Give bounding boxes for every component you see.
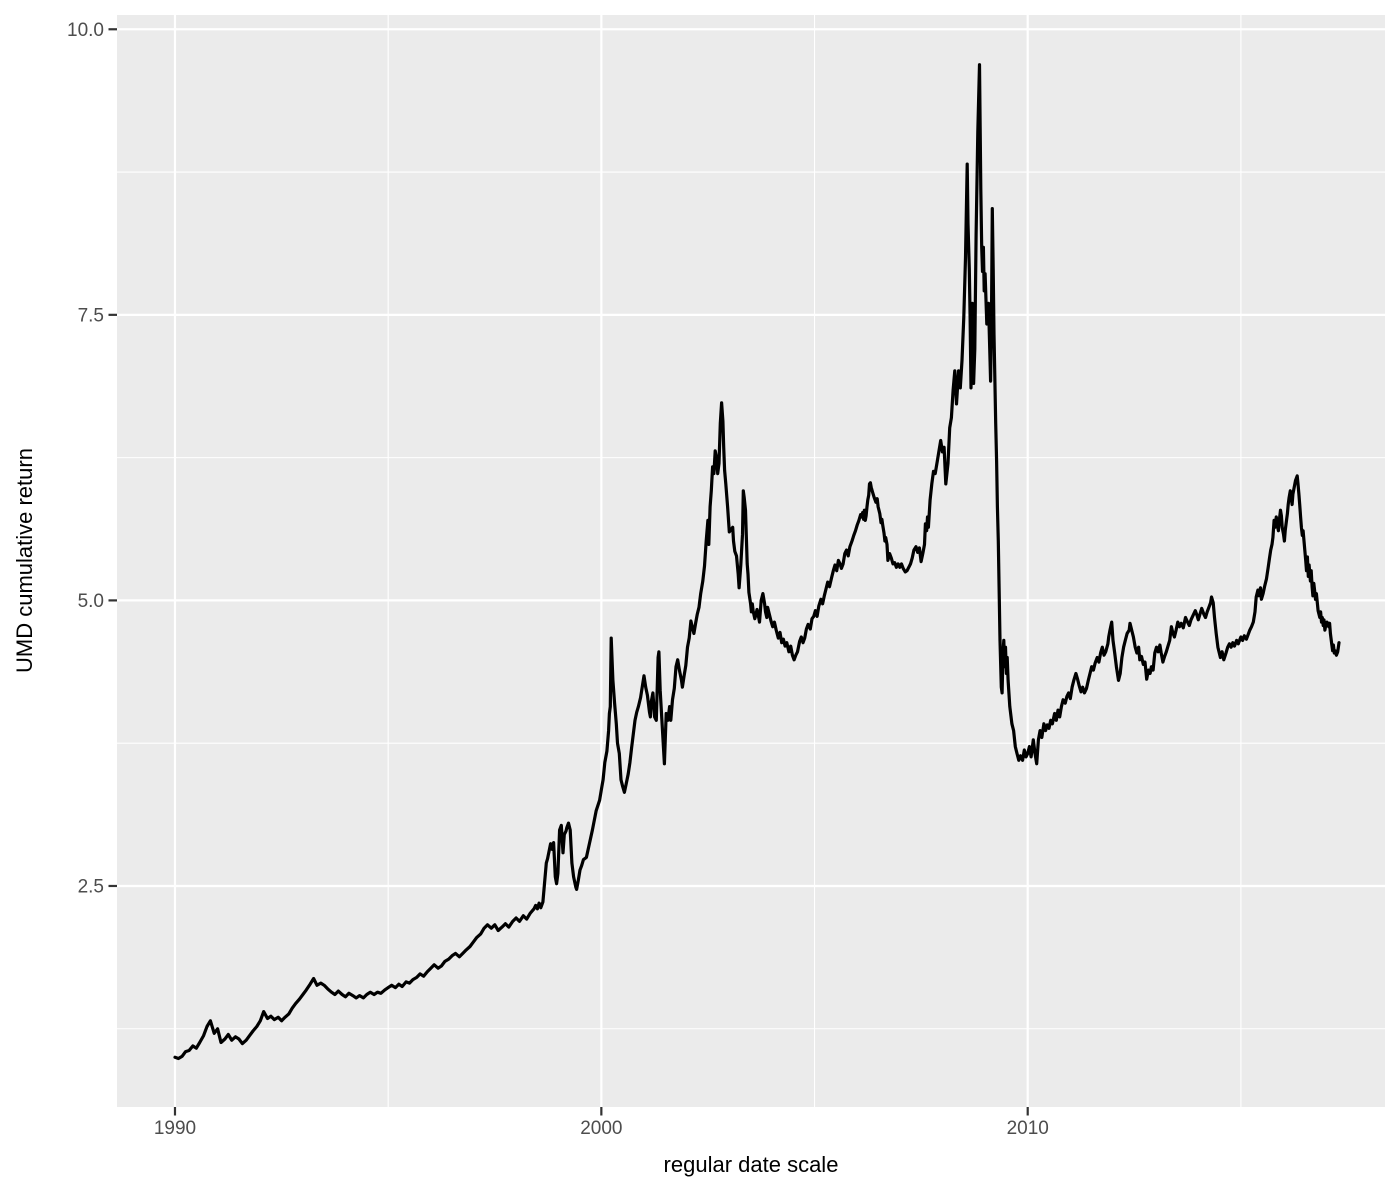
y-tick-label: 5.0: [78, 591, 104, 612]
x-tick-label: 2000: [580, 1118, 622, 1139]
data-line: [173, 63, 1341, 1061]
x-axis-title: regular date scale: [663, 1152, 839, 1177]
y-axis-title: UMD cumulative return: [12, 448, 37, 674]
y-tick-label: 7.5: [78, 305, 104, 326]
x-tick-label: 1990: [154, 1118, 196, 1139]
x-tick-label: 2010: [1007, 1118, 1049, 1139]
y-tick-label: 2.5: [78, 876, 104, 897]
plot-panel: [117, 15, 1385, 1107]
y-tick-label: 10.0: [67, 20, 104, 41]
